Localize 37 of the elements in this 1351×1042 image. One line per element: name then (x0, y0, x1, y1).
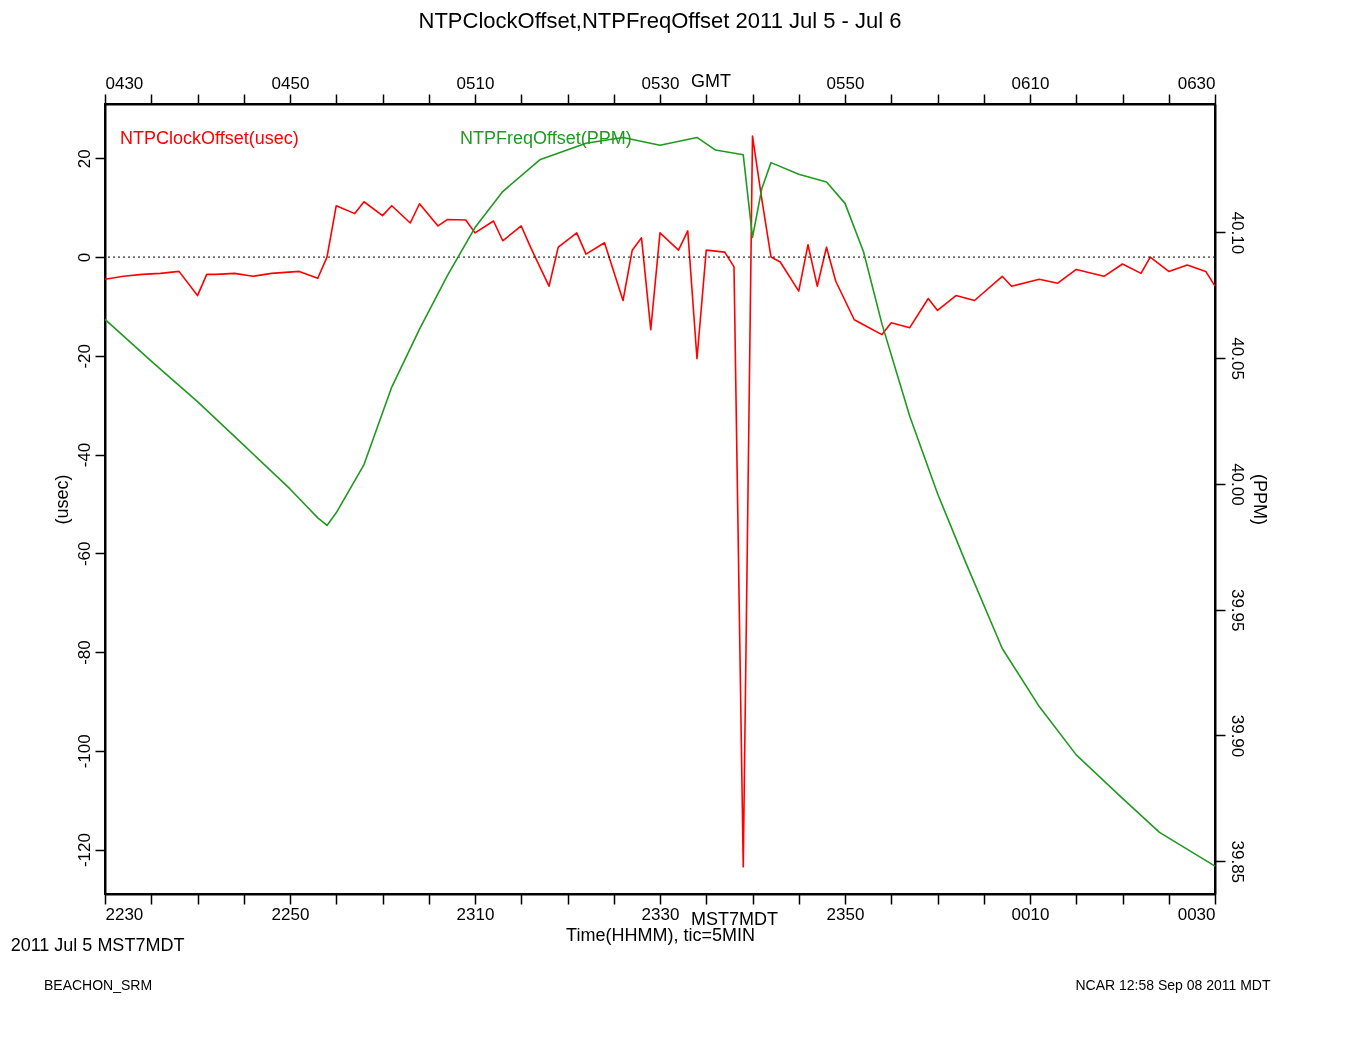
x-tick-label: 2330 (641, 904, 680, 924)
y2-tick-label: 39.90 (1227, 714, 1247, 758)
series-label: NTPFreqOffset(PPM) (460, 128, 632, 148)
x-tick-label: 2310 (456, 904, 495, 924)
text: BEACHON_SRM (43, 977, 153, 993)
y-tick-label: -40 (74, 442, 94, 468)
chart-title: NTPClockOffset,NTPFreqOffset 2011 Jul 5 - Jul 6 (418, 8, 902, 33)
text: 2011 Jul 5 MST7MDT (10, 935, 185, 955)
x2-tick-label: 0550 (826, 73, 865, 93)
y2-tick-label: 40.05 (1227, 337, 1247, 380)
y-axis-title: (usec) (51, 474, 72, 525)
y-tick-label: 20 (74, 149, 94, 169)
x-tick-label: 2250 (271, 904, 310, 924)
y-tick-label: -80 (74, 640, 94, 665)
y2-tick-label: 39.95 (1227, 588, 1247, 632)
x2-tick-label: 0610 (1011, 73, 1050, 93)
text: NTPClockOffset(usec) (120, 128, 299, 148)
y2-tick-label: 40.00 (1227, 463, 1247, 506)
text: GMT (691, 71, 732, 91)
x-tick-label: 2350 (826, 904, 865, 924)
y2-tick-label: 39.85 (1227, 840, 1247, 884)
y2-axis-title: (PPM) (1249, 474, 1270, 525)
x-tick-label: 0010 (1011, 904, 1050, 924)
y2-tick-label: 40.10 (1227, 211, 1247, 255)
y-tick-label: -20 (74, 344, 94, 369)
x2-tick-label: 0630 (1177, 73, 1216, 93)
x2-tick-label: 0450 (271, 73, 310, 93)
x2-tick-label: 0510 (456, 73, 495, 93)
x-tick-label: 0030 (1177, 904, 1216, 924)
x2-tick-label: 0430 (105, 73, 144, 93)
x2-tick-label: 0530 (641, 73, 680, 93)
x-tick-label: 2230 (105, 904, 144, 924)
y-tick-label: -120 (74, 833, 94, 868)
text: NCAR 12:58 Sep 08 2011 MDT (1075, 977, 1271, 993)
y-tick-label: -100 (74, 734, 94, 769)
y-tick-label: 0 (74, 252, 94, 263)
y-tick-label: -60 (74, 541, 94, 567)
